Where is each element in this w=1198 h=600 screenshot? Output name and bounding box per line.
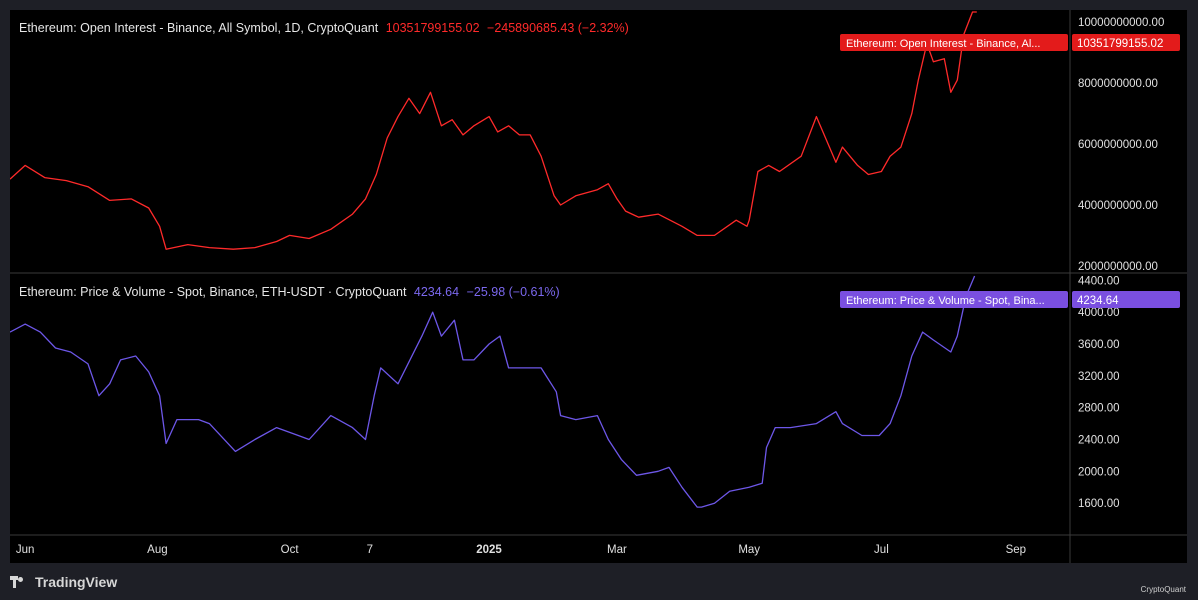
price-y-tick-label: 3600.00 (1078, 339, 1120, 351)
x-tick-label: Mar (607, 544, 627, 556)
oi-last-value-tag-label: 10351799155.02 (1077, 38, 1163, 50)
price-series-line[interactable] (10, 275, 976, 508)
price-y-tick-label: 2000.00 (1078, 466, 1120, 478)
x-tick-label: Oct (281, 544, 300, 556)
cryptoquant-watermark-label: CryptoQuant (1140, 585, 1186, 594)
price-y-tick-label: 2400.00 (1078, 435, 1120, 447)
price-last-value-tag (1072, 291, 1180, 308)
chart-canvas[interactable]: 10000000000.00 8000000000.00 6000000000.00… (10, 10, 1187, 563)
oi-series-line[interactable] (10, 11, 977, 250)
oi-y-tick-label: 10000000000.00 (1078, 17, 1164, 29)
oi-series-name-tag-label: Ethereum: Open Interest - Binance, Al... (846, 38, 1040, 50)
price-legend-last-value: 4234.64 (413, 285, 460, 299)
tradingview-logo-icon (10, 576, 30, 588)
tradingview-brand-label: TradingView (35, 574, 118, 590)
x-tick-label: 2025 (476, 544, 502, 556)
x-tick-label: May (738, 544, 760, 556)
price-y-tick-label: 1600.00 (1078, 498, 1120, 510)
oi-legend-last-value: 10351799155.02 (385, 21, 480, 35)
x-tick-label: Jun (16, 544, 35, 556)
x-tick-label: 7 (367, 544, 373, 556)
tradingview-logo[interactable]: TradingView (10, 572, 117, 592)
price-y-tick-label: 4400.00 (1078, 275, 1120, 287)
oi-legend: Ethereum: Open Interest - Binance, All S… (19, 21, 629, 35)
oi-y-tick-label: 8000000000.00 (1078, 78, 1158, 90)
price-y-tick-label: 2800.00 (1078, 403, 1120, 415)
cryptoquant-watermark: CryptoQuant (1141, 585, 1186, 594)
oi-y-tick-label: 2000000000.00 (1078, 261, 1158, 273)
oi-legend-title: Ethereum: Open Interest - Binance, All S… (19, 21, 379, 35)
price-legend-title: Ethereum: Price & Volume - Spot, Binance… (19, 285, 407, 299)
x-tick-label: Sep (1006, 544, 1026, 556)
price-legend: Ethereum: Price & Volume - Spot, Binance… (19, 285, 560, 299)
oi-series-name-tag (840, 34, 1068, 51)
price-series-name-tag-label: Ethereum: Price & Volume - Spot, Bina... (846, 295, 1045, 307)
price-legend-change: −25.98 (−0.61%) (466, 285, 560, 299)
x-tick-label: Aug (147, 544, 167, 556)
oi-last-value-tag (1072, 34, 1180, 51)
x-tick-label: Jul (874, 544, 889, 556)
oi-legend-change: −245890685.43 (−2.32%) (487, 21, 629, 35)
chart-frame: 10000000000.00 8000000000.00 6000000000.00… (10, 10, 1187, 563)
price-series-name-tag (840, 291, 1068, 308)
price-y-tick-label: 4000.00 (1078, 307, 1120, 319)
oi-y-tick-label: 6000000000.00 (1078, 139, 1158, 151)
price-last-value-tag-label: 4234.64 (1077, 295, 1119, 307)
price-y-tick-label: 3200.00 (1078, 371, 1120, 383)
oi-y-tick-label: 4000000000.00 (1078, 200, 1158, 212)
